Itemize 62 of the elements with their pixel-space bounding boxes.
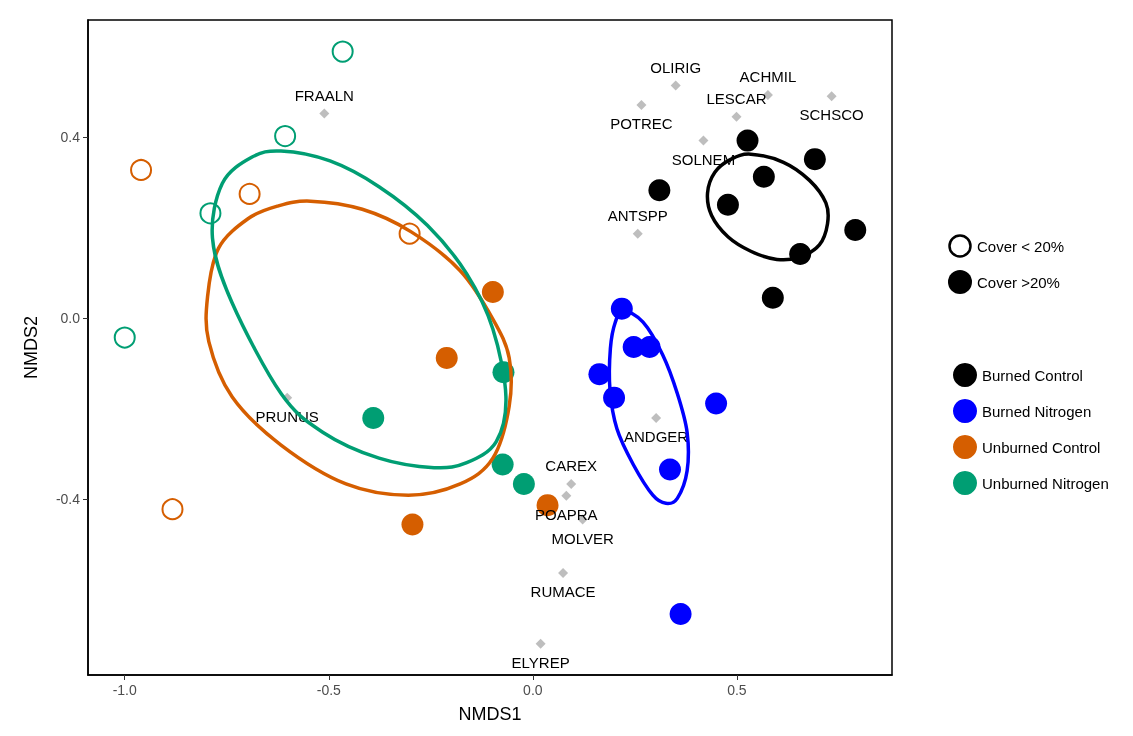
point	[481, 280, 504, 303]
data-label: CAREX	[545, 456, 598, 474]
x-tick-label: 0.0	[523, 682, 543, 698]
point	[651, 412, 662, 423]
point	[161, 498, 184, 521]
point	[238, 182, 261, 205]
point	[716, 193, 739, 216]
y-tick-label: 0.4	[60, 129, 81, 146]
point	[491, 453, 514, 476]
point	[670, 80, 681, 91]
point	[130, 158, 153, 181]
legend-label: Burned Nitrogen	[982, 402, 1092, 420]
legend-label: Unburned Control	[982, 438, 1101, 456]
point	[362, 406, 385, 429]
point	[803, 148, 826, 171]
y-tick-label: -0.4	[55, 490, 81, 507]
data-label: ACHMIL	[739, 67, 797, 85]
point	[659, 458, 681, 481]
data-label: ANTSPP	[607, 206, 668, 224]
data-label: MOLVER	[551, 529, 614, 547]
point	[698, 135, 709, 146]
point	[435, 346, 458, 369]
point	[113, 326, 136, 349]
point	[826, 91, 837, 102]
point	[636, 99, 647, 110]
point	[566, 478, 577, 489]
point	[319, 108, 330, 119]
x-tick-label: -0.5	[316, 682, 342, 698]
x-axis-title: NMDS1	[458, 704, 522, 724]
data-label: POAPRA	[535, 505, 598, 523]
point	[588, 363, 611, 386]
data-label: POTREC	[610, 114, 673, 132]
point	[535, 638, 546, 649]
y-axis-title: NMDS2	[21, 315, 41, 380]
point	[561, 490, 572, 501]
data-label: OLIRIG	[650, 58, 702, 76]
point	[736, 129, 759, 152]
point	[761, 286, 784, 309]
data-label: SCHSCO	[799, 106, 864, 124]
point	[331, 40, 354, 63]
data-label: RUMACE	[530, 582, 596, 600]
point	[558, 567, 569, 578]
x-tick-label: -1.0	[112, 682, 138, 698]
text: Cover < 20%	[977, 237, 1065, 255]
data-label: ELYREP	[511, 653, 570, 671]
point	[731, 111, 742, 122]
data-label: FRAALN	[294, 86, 354, 104]
point	[752, 165, 775, 188]
point	[705, 392, 728, 415]
text: Cover >20%	[977, 273, 1060, 291]
point	[844, 219, 867, 242]
point	[632, 228, 643, 239]
point	[648, 179, 671, 202]
y-tick-label: 0.0	[60, 310, 81, 327]
data-label: LESCAR	[706, 89, 767, 107]
legend-label: Unburned Nitrogen	[982, 474, 1109, 492]
legend-label: Burned Control	[982, 366, 1083, 384]
point	[512, 472, 535, 495]
point	[669, 603, 692, 626]
x-tick-label: 0.5	[727, 682, 747, 698]
point	[401, 513, 424, 536]
point	[274, 125, 297, 148]
